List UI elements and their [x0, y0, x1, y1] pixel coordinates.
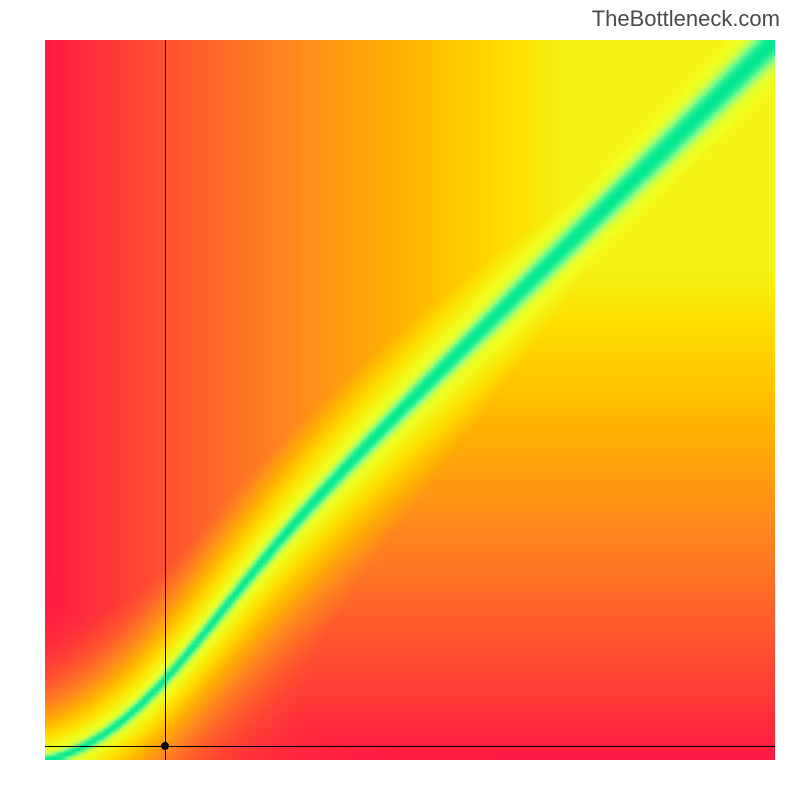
heatmap-plot — [45, 40, 775, 760]
watermark-text: TheBottleneck.com — [592, 6, 780, 32]
crosshair-horizontal — [45, 746, 775, 747]
marker-dot — [161, 742, 169, 750]
heatmap-canvas — [45, 40, 775, 760]
crosshair-vertical — [165, 40, 166, 760]
